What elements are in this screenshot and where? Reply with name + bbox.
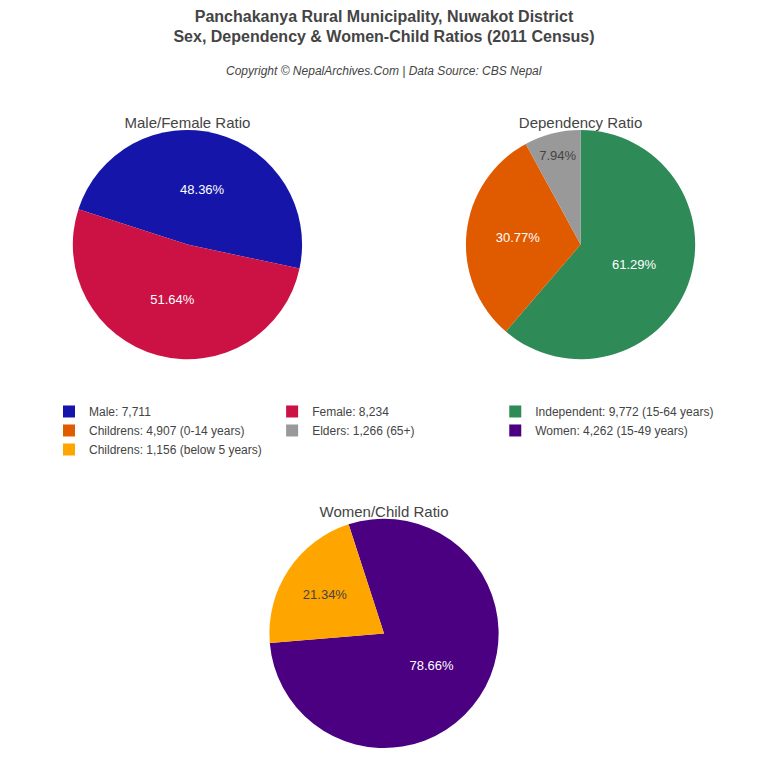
svg-text:Copyright © NepalArchives.Com: Copyright © NepalArchives.Com | Data Sou… bbox=[226, 64, 542, 78]
svg-text:51.64%: 51.64% bbox=[150, 292, 195, 307]
svg-text:61.29%: 61.29% bbox=[612, 257, 657, 272]
svg-text:48.36%: 48.36% bbox=[180, 182, 225, 197]
svg-text:Female: 8,234: Female: 8,234 bbox=[312, 405, 389, 419]
svg-text:78.66%: 78.66% bbox=[409, 658, 454, 673]
svg-text:Dependency Ratio: Dependency Ratio bbox=[519, 114, 642, 131]
svg-text:Elders: 1,266 (65+): Elders: 1,266 (65+) bbox=[312, 424, 414, 438]
svg-text:Women: 4,262 (15-49 years): Women: 4,262 (15-49 years) bbox=[535, 424, 688, 438]
svg-text:Male/Female Ratio: Male/Female Ratio bbox=[124, 114, 250, 131]
svg-text:Childrens: 4,907 (0-14 years): Childrens: 4,907 (0-14 years) bbox=[89, 424, 244, 438]
svg-text:Women/Child Ratio: Women/Child Ratio bbox=[320, 503, 449, 520]
svg-text:30.77%: 30.77% bbox=[496, 230, 541, 245]
svg-text:Childrens: 1,156 (below 5 year: Childrens: 1,156 (below 5 years) bbox=[89, 443, 262, 457]
svg-text:Panchakanya Rural Municipality: Panchakanya Rural Municipality, Nuwakot … bbox=[173, 8, 594, 46]
svg-text:Male: 7,711: Male: 7,711 bbox=[89, 405, 151, 419]
svg-text:Independent: 9,772 (15-64 year: Independent: 9,772 (15-64 years) bbox=[535, 405, 713, 419]
svg-text:7.94%: 7.94% bbox=[539, 148, 576, 163]
svg-text:21.34%: 21.34% bbox=[303, 587, 348, 602]
